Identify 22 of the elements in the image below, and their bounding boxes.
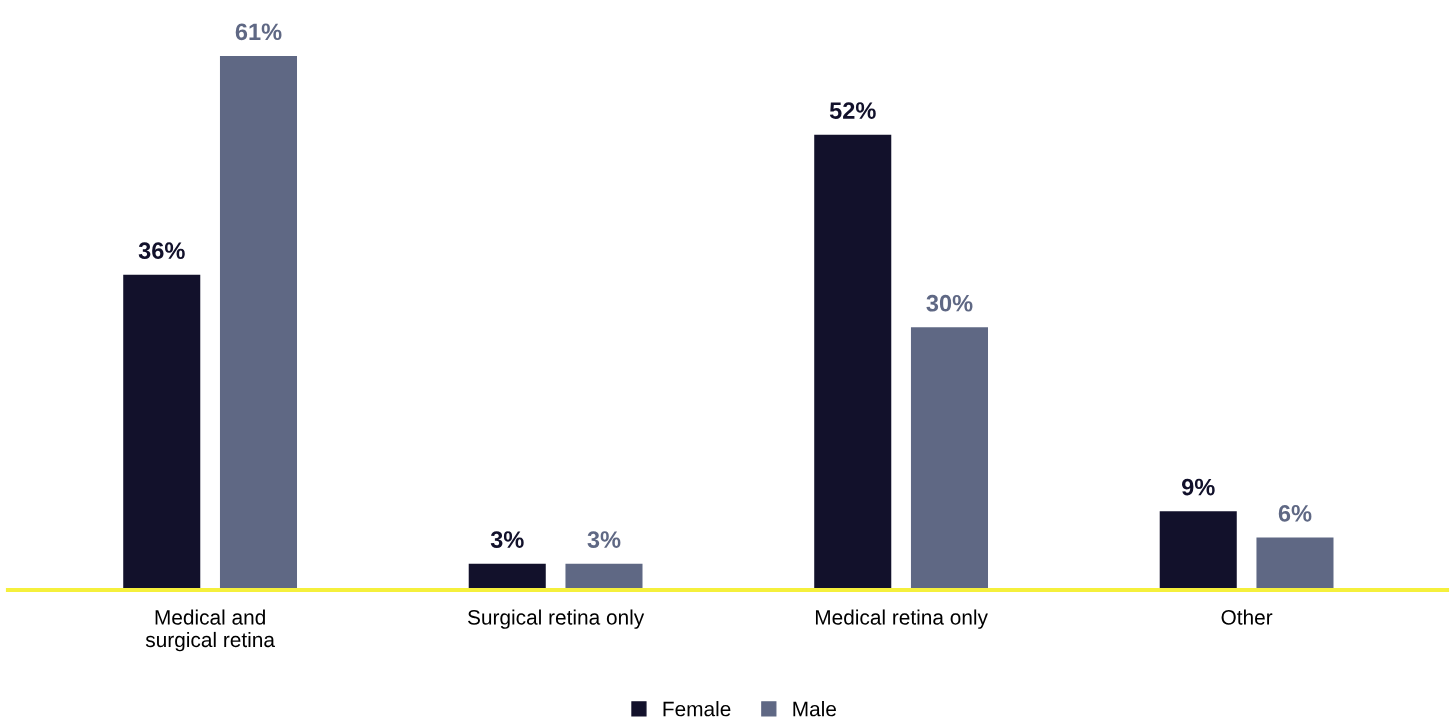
data-label: 30%	[926, 294, 973, 312]
legend-label: Female	[663, 701, 731, 717]
legend-label: Male	[793, 701, 836, 717]
data-label: 9%	[1182, 478, 1215, 496]
data-label: 61%	[235, 23, 282, 41]
data-label: 3%	[490, 531, 524, 548]
bar	[565, 563, 643, 590]
bar	[910, 327, 989, 590]
x-tick-label: Surgical retina only	[467, 609, 645, 629]
x-tick-label: Medical and surgical retina	[145, 609, 275, 652]
x-tick-label: Other	[1221, 609, 1273, 625]
data-label: 36%	[138, 242, 185, 260]
data-label: 3%	[587, 531, 621, 548]
bar	[219, 55, 298, 590]
bar	[814, 134, 892, 590]
bar	[468, 563, 546, 590]
bar	[1256, 537, 1334, 590]
bar	[123, 274, 201, 590]
x-tick-label: Medical retina only	[815, 609, 988, 629]
bar	[1159, 511, 1237, 590]
data-label: 52%	[829, 102, 876, 119]
data-label: 6%	[1278, 504, 1312, 522]
